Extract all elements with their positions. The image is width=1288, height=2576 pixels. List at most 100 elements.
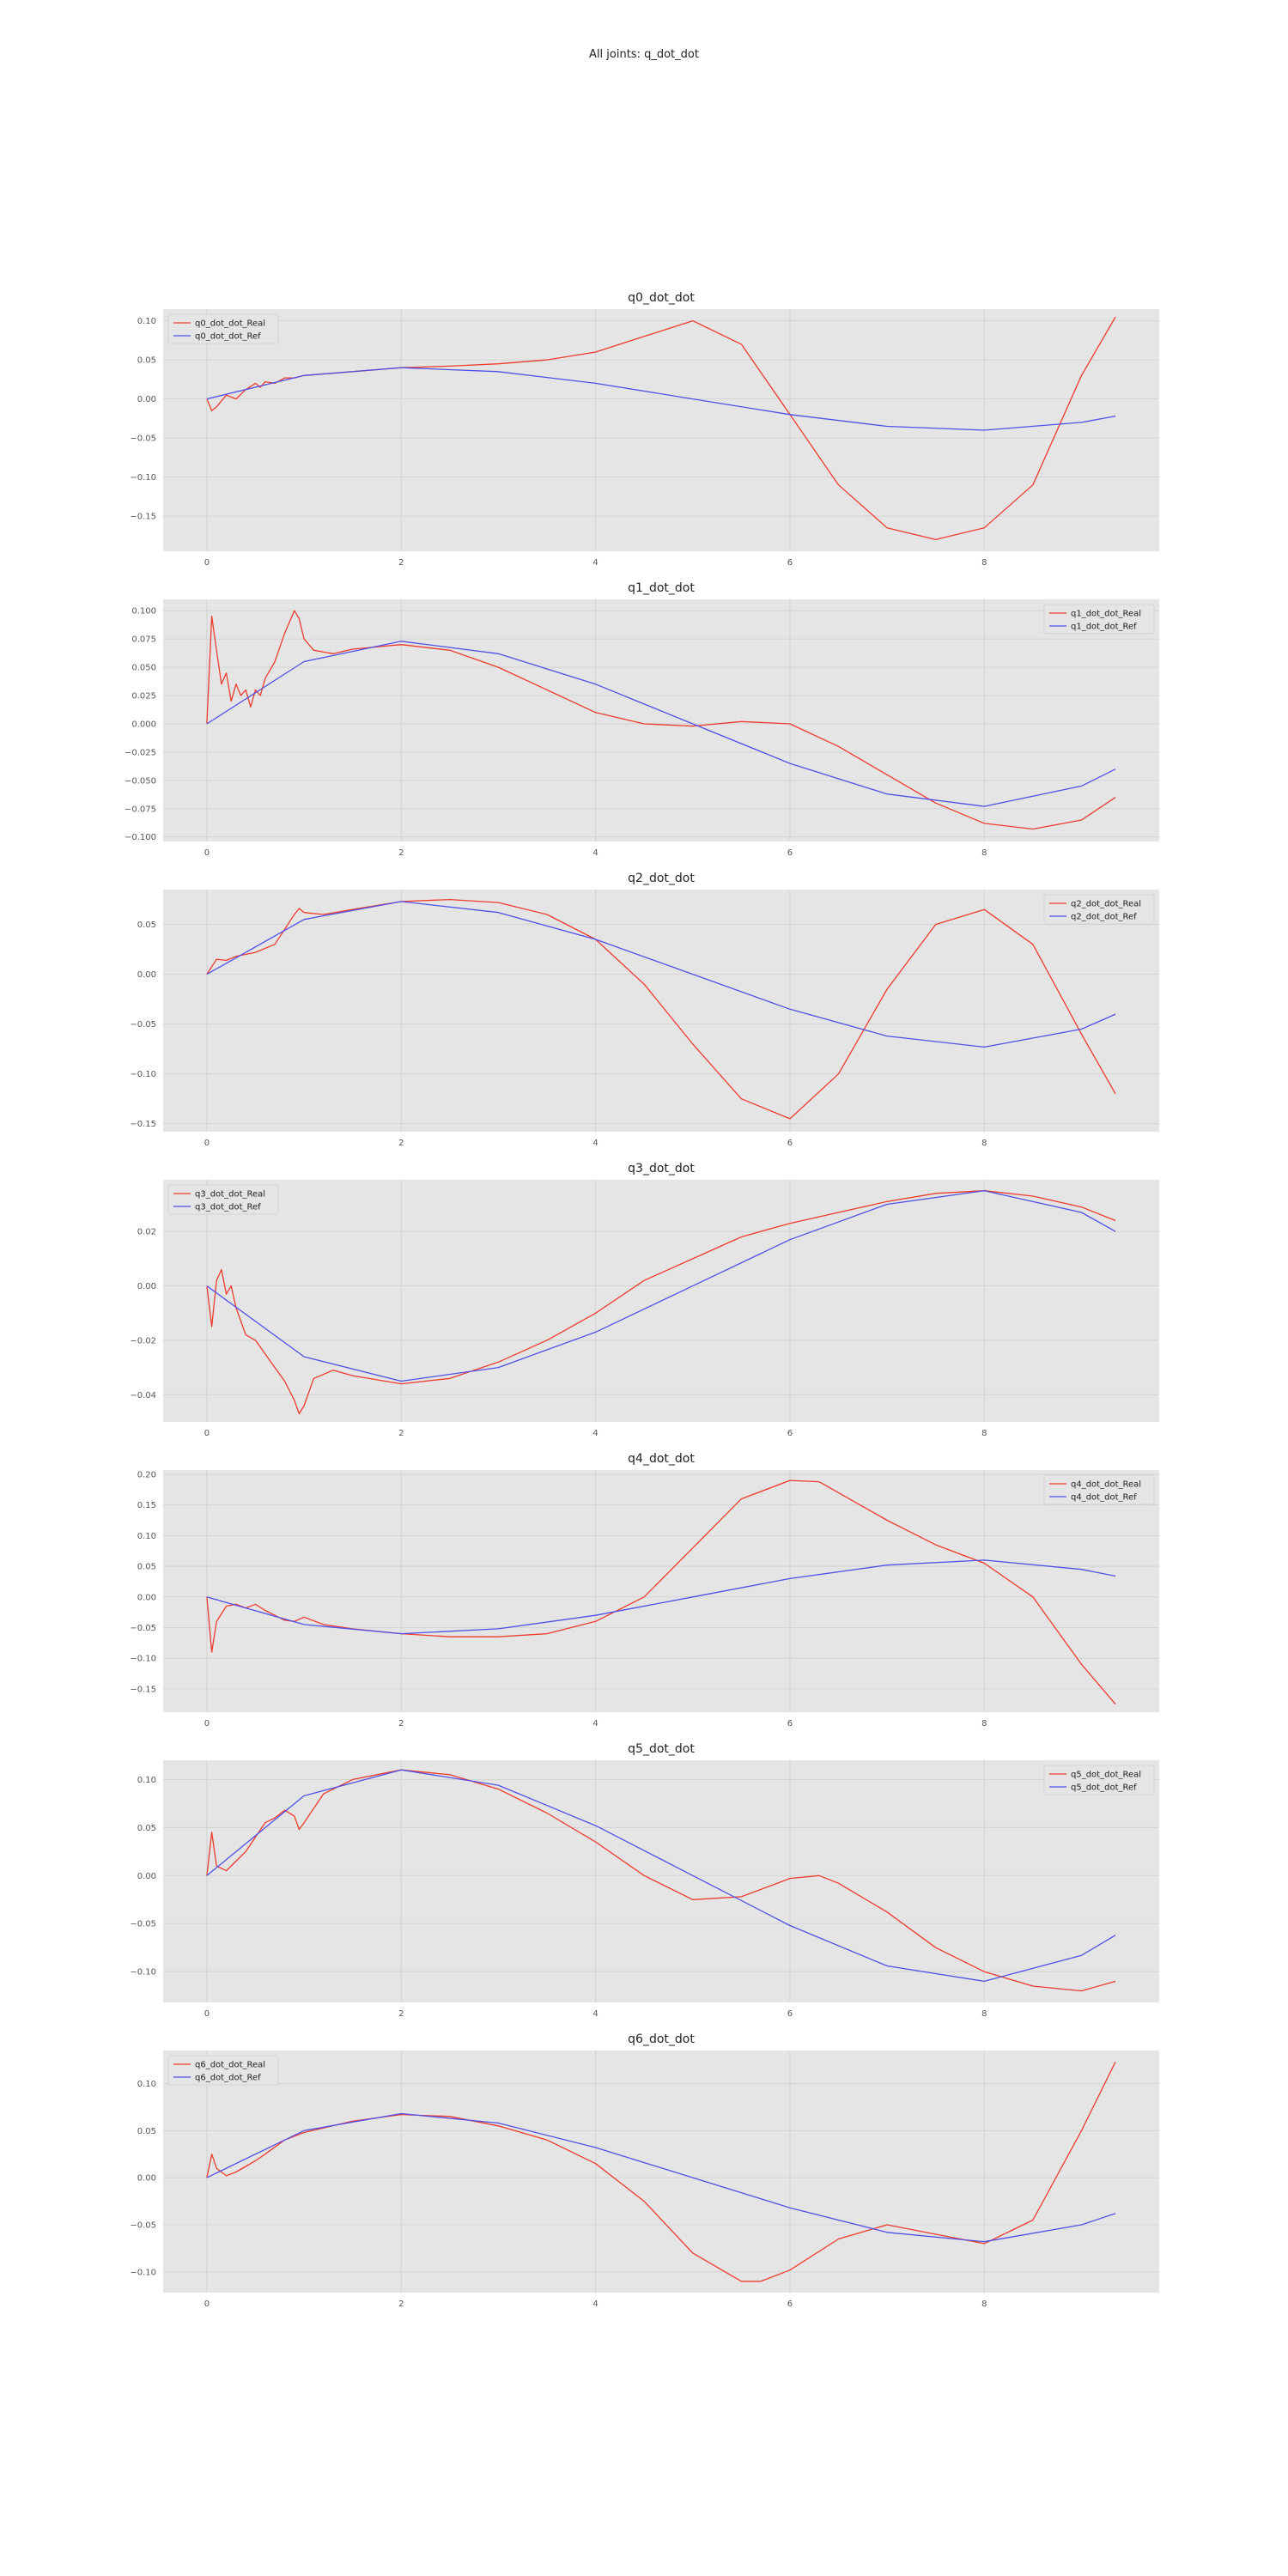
legend-box (1043, 1765, 1155, 1795)
x-tick-label: 4 (592, 1719, 598, 1728)
x-tick-label: 0 (204, 1719, 210, 1728)
y-tick-label: −0.10 (130, 473, 156, 483)
y-tick-label: 0.00 (137, 1593, 156, 1602)
y-tick-label: 0.10 (137, 317, 156, 326)
legend: q1_dot_dot_Real q1_dot_dot_Ref (1043, 604, 1155, 635)
series-line-q4_dot_dot_Ref (206, 1559, 1116, 1635)
y-tick-label: 0.05 (137, 920, 156, 930)
legend-label: q0_dot_dot_Ref (195, 332, 261, 342)
legend-label: q4_dot_dot_Real (1071, 1480, 1141, 1490)
subplot-q5_dot_dot: q5_dot_dot 0 2 4 6 8 −0.10 −0.05 0.00 0.05 0.10 q5_… (130, 1742, 1159, 2019)
subplot-title: q3_dot_dot (628, 1162, 695, 1176)
subplot-title: q2_dot_dot (628, 872, 695, 885)
y-tick-label: −0.10 (130, 1968, 156, 1978)
y-tick-label: 0.075 (131, 635, 156, 645)
legend-label: q0_dot_dot_Real (195, 319, 265, 329)
x-tick-label: 2 (398, 848, 404, 858)
legend-box (1043, 1474, 1155, 1505)
legend: q5_dot_dot_Real q5_dot_dot_Ref (1043, 1765, 1155, 1795)
y-tick-label: −0.10 (130, 1655, 156, 1664)
subplot-title: q0_dot_dot (628, 291, 695, 305)
series-line-q2_dot_dot_Real (206, 898, 1116, 1120)
subplot-q4_dot_dot: q4_dot_dot 0 2 4 6 8 −0.15 −0.10 −0.05 0.00 0.05 0.… (130, 1452, 1159, 1728)
y-tick-label: 0.025 (131, 692, 156, 702)
subplot-q6_dot_dot: q6_dot_dot 0 2 4 6 8 −0.10 −0.05 0.00 0.05 0.10 q6_… (130, 2032, 1159, 2309)
y-tick-label: 0.10 (137, 2080, 156, 2089)
y-tick-label: 0.05 (137, 1563, 156, 1572)
y-tick-label: 0.000 (131, 720, 156, 729)
x-tick-label: 2 (398, 1139, 404, 1148)
y-tick-label: 0.10 (137, 1532, 156, 1541)
x-tick-label: 6 (787, 2009, 793, 2019)
x-tick-label: 4 (592, 2009, 598, 2019)
x-tick-label: 8 (981, 848, 987, 858)
y-tick-label: 0.10 (137, 1776, 156, 1785)
y-tick-label: −0.05 (130, 2221, 156, 2230)
y-tick-label: 0.05 (137, 1824, 156, 1833)
y-tick-label: −0.100 (125, 833, 156, 842)
legend-label: q3_dot_dot_Real (195, 1190, 265, 1200)
x-tick-label: 0 (204, 558, 210, 568)
x-tick-label: 6 (787, 1719, 793, 1728)
x-tick-label: 0 (204, 1139, 210, 1148)
plot-area (163, 599, 1159, 841)
x-tick-label: 2 (398, 2300, 404, 2309)
x-tick-label: 0 (204, 848, 210, 858)
subplot-q2_dot_dot: q2_dot_dot 0 2 4 6 8 −0.15 −0.10 −0.05 0.00 0.05 q2… (130, 872, 1159, 1148)
y-tick-label: −0.10 (130, 2268, 156, 2277)
figure-suptitle: All joints: q_dot_dot (589, 48, 699, 61)
x-tick-label: 4 (592, 848, 598, 858)
series-line-q0_dot_dot_Ref (206, 367, 1116, 431)
series-line-q1_dot_dot_Real (206, 610, 1116, 830)
legend-label: q3_dot_dot_Ref (195, 1203, 261, 1212)
y-tick-label: −0.15 (130, 1685, 156, 1694)
y-tick-label: −0.05 (130, 1624, 156, 1633)
x-tick-label: 0 (204, 2300, 210, 2309)
subplot-title: q5_dot_dot (628, 1742, 695, 1756)
y-tick-label: 0.02 (137, 1228, 156, 1237)
x-tick-label: 2 (398, 558, 404, 568)
x-tick-label: 6 (787, 1139, 793, 1148)
y-tick-label: 0.00 (137, 1872, 156, 1881)
x-tick-label: 4 (592, 2300, 598, 2309)
legend-label: q5_dot_dot_Ref (1071, 1783, 1137, 1793)
legend: q4_dot_dot_Real q4_dot_dot_Ref (1043, 1474, 1155, 1505)
x-tick-label: 8 (981, 2009, 987, 2019)
series-line-q5_dot_dot_Real (206, 1769, 1116, 1992)
y-tick-label: 0.20 (137, 1470, 156, 1479)
legend-label: q2_dot_dot_Real (1071, 900, 1141, 909)
legend-box (167, 1184, 279, 1215)
series-line-q3_dot_dot_Real (206, 1190, 1116, 1415)
x-tick-label: 0 (204, 1429, 210, 1438)
y-tick-label: 0.00 (137, 2174, 156, 2184)
series-line-q2_dot_dot_Ref (206, 901, 1116, 1048)
x-tick-label: 8 (981, 1139, 987, 1148)
series-line-q6_dot_dot_Ref (206, 2112, 1116, 2243)
legend-label: q4_dot_dot_Ref (1071, 1493, 1137, 1503)
subplot-q1_dot_dot: q1_dot_dot 0 2 4 6 8 −0.100 −0.075 −0.050 −0.025 0… (125, 581, 1159, 858)
y-tick-label: −0.02 (130, 1336, 156, 1346)
legend-label: q1_dot_dot_Real (1071, 610, 1141, 619)
legend-label: q2_dot_dot_Ref (1071, 913, 1137, 922)
series-line-q3_dot_dot_Ref (206, 1190, 1116, 1382)
legend: q0_dot_dot_Real q0_dot_dot_Ref (167, 313, 279, 344)
y-tick-label: −0.15 (130, 1120, 156, 1129)
legend: q2_dot_dot_Real q2_dot_dot_Ref (1043, 894, 1155, 925)
x-tick-label: 6 (787, 848, 793, 858)
subplot-title: q6_dot_dot (628, 2032, 695, 2046)
x-tick-label: 8 (981, 558, 987, 568)
x-tick-label: 8 (981, 1719, 987, 1728)
series-line-q5_dot_dot_Ref (206, 1769, 1116, 1983)
y-tick-label: −0.025 (125, 748, 156, 757)
legend: q3_dot_dot_Real q3_dot_dot_Ref (167, 1184, 279, 1215)
y-tick-label: 0.00 (137, 970, 156, 980)
legend-box (1043, 894, 1155, 925)
x-tick-label: 2 (398, 1719, 404, 1728)
plot-area (163, 890, 1159, 1132)
x-tick-label: 4 (592, 1139, 598, 1148)
x-tick-label: 8 (981, 2300, 987, 2309)
series-line-q6_dot_dot_Real (206, 2061, 1116, 2282)
legend: q6_dot_dot_Real q6_dot_dot_Ref (167, 2055, 279, 2086)
series-line-q0_dot_dot_Real (206, 316, 1116, 541)
